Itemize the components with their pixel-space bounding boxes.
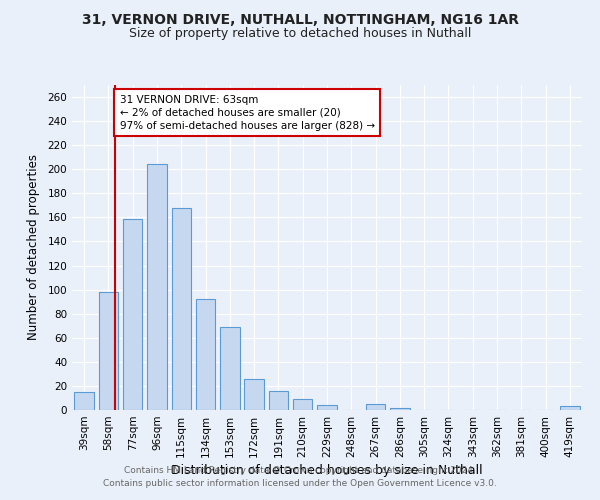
Bar — [74, 392, 94, 410]
Bar — [220, 327, 239, 410]
Bar — [147, 164, 167, 410]
Bar — [99, 292, 118, 410]
Text: Size of property relative to detached houses in Nuthall: Size of property relative to detached ho… — [129, 28, 471, 40]
Bar — [196, 300, 215, 410]
Bar — [123, 218, 142, 410]
Y-axis label: Number of detached properties: Number of detached properties — [28, 154, 40, 340]
Text: 31 VERNON DRIVE: 63sqm
← 2% of detached houses are smaller (20)
97% of semi-deta: 31 VERNON DRIVE: 63sqm ← 2% of detached … — [119, 94, 375, 131]
X-axis label: Distribution of detached houses by size in Nuthall: Distribution of detached houses by size … — [171, 464, 483, 477]
Bar — [293, 399, 313, 410]
Bar — [172, 208, 191, 410]
Bar — [244, 378, 264, 410]
Bar — [269, 390, 288, 410]
Text: Contains HM Land Registry data © Crown copyright and database right 2024.
Contai: Contains HM Land Registry data © Crown c… — [103, 466, 497, 487]
Bar — [560, 406, 580, 410]
Bar — [317, 405, 337, 410]
Bar — [366, 404, 385, 410]
Text: 31, VERNON DRIVE, NUTHALL, NOTTINGHAM, NG16 1AR: 31, VERNON DRIVE, NUTHALL, NOTTINGHAM, N… — [82, 12, 518, 26]
Bar — [390, 408, 410, 410]
